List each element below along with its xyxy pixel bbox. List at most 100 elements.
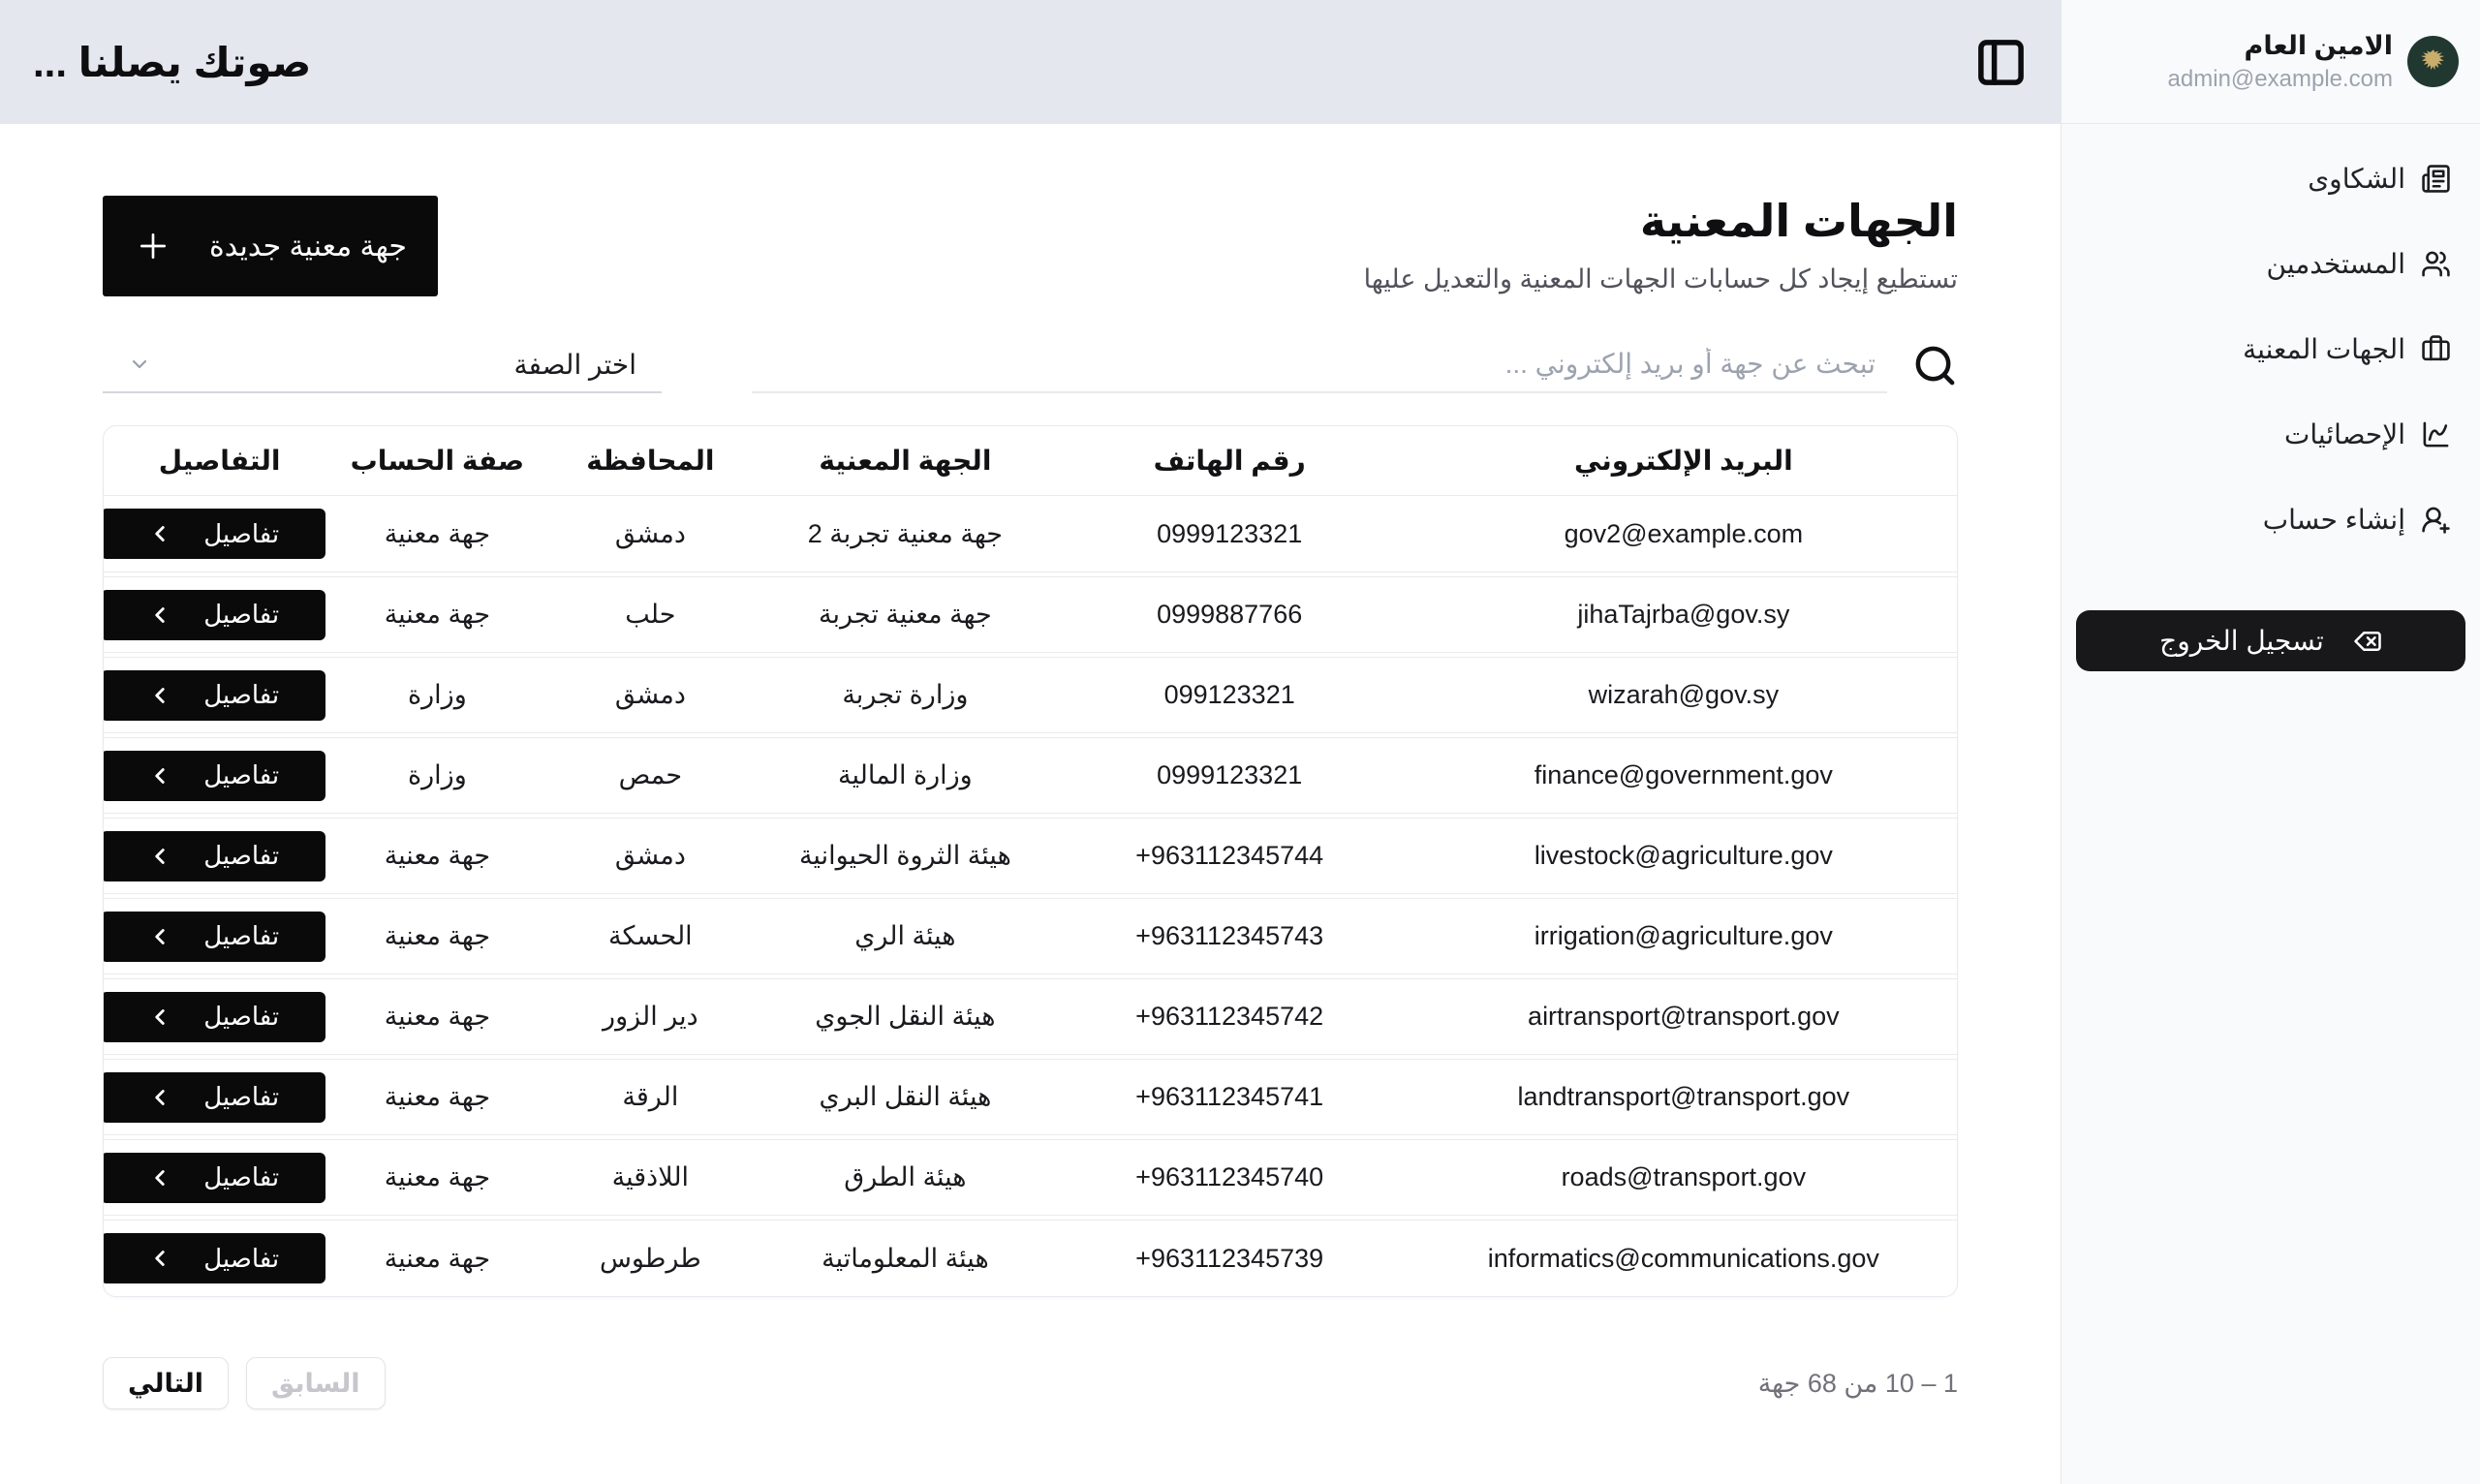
column-header-role: صفة الحساب [350,446,525,476]
cell-details: تفاصيل [104,750,335,801]
previous-page-button[interactable]: السابق [246,1357,386,1409]
user-block: الامين العام admin@example.com [2168,30,2393,92]
plus-icon [140,233,167,259]
user-plus-icon [2422,507,2450,534]
details-label: تفاصيل [203,921,280,950]
details-button[interactable]: تفاصيل [104,1071,326,1123]
pagination-row: 1 – 10 من 68 جهة السابق التالي [103,1357,1958,1409]
table-row: wizarah@gov.sy 099123321 وزارة تجربة دمش… [104,657,1957,733]
details-label: تفاصيل [203,1243,280,1273]
table-row: landtransport@transport.gov +96311234574… [104,1059,1957,1135]
chevron-left-icon [155,606,165,623]
cell-details: تفاصيل [104,1071,335,1123]
next-page-button[interactable]: التالي [103,1357,230,1409]
eagle-emblem-icon [2420,48,2444,70]
details-label: تفاصيل [203,680,280,709]
role-filter-select[interactable]: اختر الصفة [103,337,662,393]
table-row: roads@transport.gov +963112345740 هيئة ا… [104,1139,1957,1216]
chevron-left-icon [155,848,165,864]
cell-phone: +963112345739 [1135,1243,1324,1273]
search-input[interactable] [752,337,1887,393]
search-button[interactable] [1912,343,1958,388]
details-button[interactable]: تفاصيل [104,911,326,962]
table-row: irrigation@agriculture.gov +963112345743… [104,898,1957,974]
table-row: airtransport@transport.gov +963112345742… [104,978,1957,1055]
details-label: تفاصيل [203,760,280,789]
cell-phone: +963112345742 [1135,1002,1324,1031]
logout-button[interactable]: تسجيل الخروج [2076,610,2465,671]
panel-left-icon [1978,39,2024,85]
details-label: تفاصيل [203,518,280,548]
column-header-governorate: المحافظة [586,446,715,476]
sidebar-item-statistics[interactable]: الإحصائيات [2062,407,2480,461]
details-button[interactable]: تفاصيل [104,1233,326,1283]
cell-governorate: حمص [618,760,683,789]
chevron-down-icon [132,359,147,369]
chevron-left-icon [155,1251,165,1266]
topbar: صوتك يصلنا ... [0,0,2061,124]
page-subtitle: تستطيع إيجاد كل حسابات الجهات المعنية وا… [1363,263,1958,294]
title-block: الجهات المعنية تستطيع إيجاد كل حسابات ال… [1364,196,1958,294]
cell-email: informatics@communications.gov [1487,1243,1879,1273]
content-column: صوتك يصلنا ... الجهات المعنية تستطيع إيج… [0,0,2061,1484]
details-button[interactable]: تفاصيل [104,669,326,721]
sidebar-item-complaints[interactable]: الشكاوى [2062,151,2480,205]
details-button[interactable]: تفاصيل [104,830,326,881]
cell-email: landtransport@transport.gov [1517,1082,1850,1111]
column-header-phone: رقم الهاتف [1153,446,1306,476]
cell-phone: 0999887766 [1157,600,1303,629]
details-button[interactable]: تفاصيل [104,991,326,1042]
sidebar-item-label: إنشاء حساب [2262,504,2405,535]
sidebar-item-label: المستخدمين [2266,248,2405,279]
pager-group: السابق التالي [103,1357,386,1409]
cell-governorate: حلب [625,600,676,629]
details-button[interactable]: تفاصيل [104,1152,326,1203]
cell-entity: هيئة الثروة الحيوانية [798,841,1011,870]
briefcase-icon [2422,334,2450,360]
table-row: gov2@example.com 0999123321 جهة معنية تج… [104,496,1957,572]
cell-role: جهة معنية [384,1002,491,1031]
table-row: informatics@communications.gov +96311234… [104,1220,1957,1296]
details-button[interactable]: تفاصيل [104,509,326,559]
cell-details: تفاصيل [104,589,335,640]
cell-role: جهة معنية [384,841,491,870]
column-header-entity: الجهة المعنية [819,446,992,476]
sidebar-item-entities[interactable]: الجهات المعنية [2062,322,2480,376]
details-button[interactable]: تفاصيل [104,750,326,801]
cell-email: roads@transport.gov [1561,1162,1807,1191]
search-icon [1915,346,1955,385]
cell-role: وزارة [408,760,467,789]
cell-phone: +963112345741 [1135,1082,1324,1111]
cell-role: جهة معنية [384,600,491,629]
cell-details: تفاصيل [104,830,335,881]
chart-icon [2423,421,2449,447]
cell-role: جهة معنية [384,921,491,950]
cell-entity: هيئة النقل الجوي [815,1002,996,1031]
sidebar-item-create-account[interactable]: إنشاء حساب [2062,492,2480,546]
cell-email: finance@government.gov [1534,760,1833,789]
sidebar-nav: الشكاوى المستخدمين الجهات المعنية [2062,124,2480,671]
brand-slogan: صوتك يصلنا ... [33,39,312,85]
sidebar-item-users[interactable]: المستخدمين [2062,236,2480,291]
logout-label: تسجيل الخروج [2159,626,2324,656]
cell-details: تفاصيل [104,669,335,721]
cell-email: irrigation@agriculture.gov [1534,921,1833,950]
chevron-left-icon [155,1089,165,1105]
cell-phone: +963112345744 [1135,841,1324,870]
details-button[interactable]: تفاصيل [104,589,326,640]
main-area: الجهات المعنية تستطيع إيجاد كل حسابات ال… [0,124,2061,1484]
cell-governorate: دمشق [614,680,686,709]
cell-role: وزارة [408,680,467,709]
new-entity-label: جهة معنية جديدة [209,230,407,263]
cell-phone: 0999123321 [1157,518,1303,548]
cell-details: تفاصيل [104,1233,335,1283]
avatar[interactable] [2407,36,2459,87]
chevron-left-icon [155,687,165,703]
sidebar-toggle-button[interactable] [1974,36,2028,89]
table-header-row: البريد الإلكتروني رقم الهاتف الجهة المعن… [104,426,1957,496]
sidebar: الامين العام admin@example.com الشكاوى ا… [2061,0,2480,1484]
user-email: admin@example.com [2167,65,2393,92]
cell-governorate: دير الزور [603,1002,698,1031]
new-entity-button[interactable]: جهة معنية جديدة [103,196,438,296]
sidebar-user-section: الامين العام admin@example.com [2062,0,2480,124]
